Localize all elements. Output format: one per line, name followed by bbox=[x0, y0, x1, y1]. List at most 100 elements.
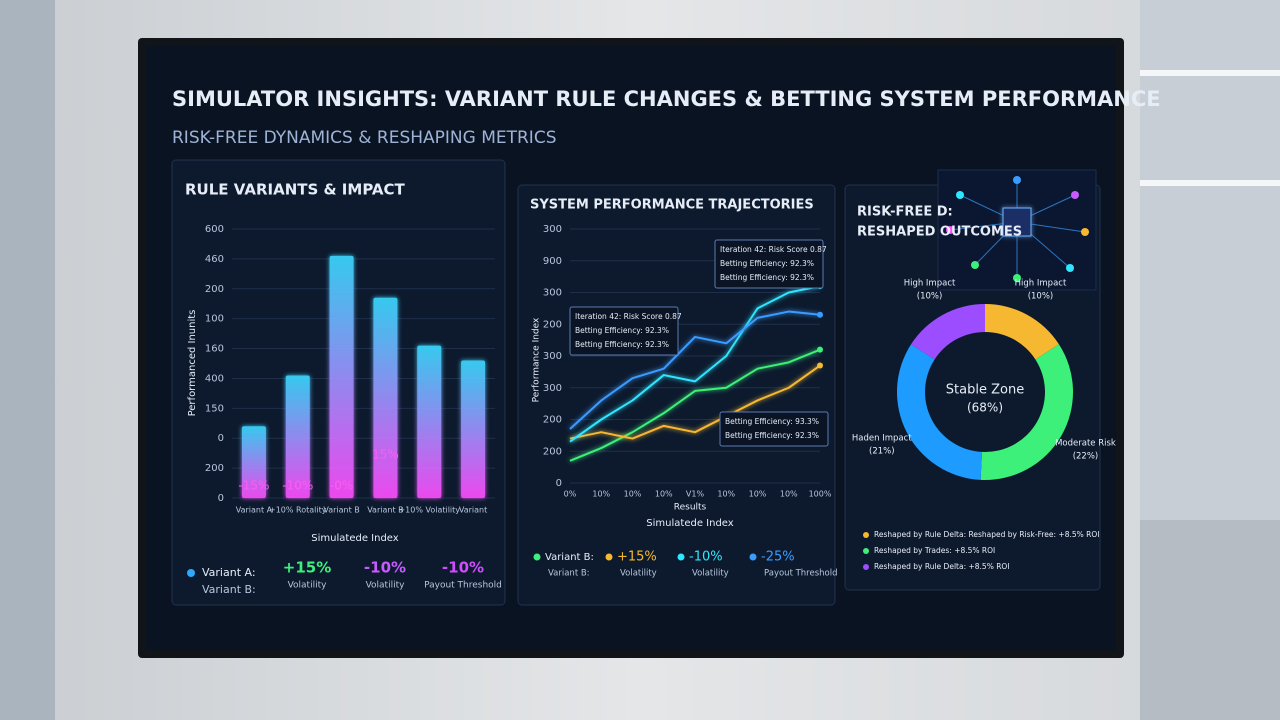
stat-value: -10% bbox=[442, 559, 484, 577]
y-tick-label: 300 bbox=[543, 288, 562, 299]
office-desk bbox=[1140, 520, 1280, 720]
x-tick-label: Variant bbox=[459, 506, 487, 515]
callout-text: Betting Efficiency: 92.3% bbox=[575, 326, 669, 335]
page-title: SIMULATOR INSIGHTS: VARIANT RULE CHANGES… bbox=[172, 87, 1161, 111]
segment-label: Moderate Risk bbox=[1055, 439, 1116, 449]
x-tick-label: 10% bbox=[717, 490, 735, 499]
series-line bbox=[569, 310, 821, 430]
segment-value-label: (10%) bbox=[1028, 292, 1054, 302]
bar bbox=[329, 255, 354, 498]
chart-title: RISK-FREE D: bbox=[857, 205, 953, 220]
x-tick-label: +10% Rotality bbox=[269, 506, 327, 515]
x-axis-label: Simulatede Index bbox=[311, 533, 398, 544]
note-text: Reshaped by Trades: +8.5% ROI bbox=[874, 546, 995, 555]
x-tick-label: 10% bbox=[624, 490, 642, 499]
x-tick-label: 100% bbox=[809, 490, 832, 499]
y-tick-label: 460 bbox=[205, 254, 224, 265]
note-dot bbox=[863, 548, 869, 554]
bar-annotation: -0% bbox=[330, 479, 353, 493]
legend-label: Variant A: bbox=[202, 566, 256, 579]
series-end bbox=[817, 346, 823, 353]
y-tick-label: 400 bbox=[205, 373, 224, 384]
legend-dot bbox=[533, 553, 541, 561]
center-subtitle: (68%) bbox=[967, 401, 1003, 415]
legend-dot bbox=[187, 569, 195, 577]
callout-box bbox=[719, 411, 829, 447]
note-text: Reshaped by Rule Delta: +8.5% ROI bbox=[874, 562, 1010, 571]
callout-text: Betting Efficiency: 92.3% bbox=[725, 431, 819, 440]
x-tick-label: 10% bbox=[592, 490, 610, 499]
legend-sublabel: Payout Threshold bbox=[764, 569, 838, 579]
bar-annotation: -10% bbox=[282, 479, 313, 493]
stat-label: Volatility bbox=[288, 581, 328, 591]
x-sublabel: Results bbox=[674, 503, 707, 513]
x-tick-label: V1% bbox=[686, 490, 705, 499]
bar-annotation: 15% bbox=[372, 448, 399, 462]
segment-label: Haden Impact bbox=[852, 433, 912, 443]
y-tick-label: 300 bbox=[543, 224, 562, 235]
bar bbox=[461, 360, 486, 498]
x-tick-label: 10% bbox=[780, 490, 798, 499]
series-end bbox=[817, 311, 823, 318]
callout-text: Iteration 42: Risk Score 0.87 bbox=[575, 312, 682, 321]
callout-box bbox=[569, 306, 679, 356]
y-tick-label: 600 bbox=[205, 224, 224, 235]
y-tick-label: 0 bbox=[556, 478, 562, 489]
series-end bbox=[817, 362, 823, 369]
segment-label: High Impact bbox=[904, 279, 956, 289]
callout-box bbox=[714, 239, 824, 289]
legend-label: Variant B: bbox=[545, 552, 594, 563]
y-tick-label: 200 bbox=[543, 319, 562, 330]
y-axis-label: Performanced Inunits bbox=[187, 310, 198, 417]
chart-title: RULE VARIANTS & IMPACT bbox=[185, 181, 406, 199]
bar bbox=[373, 297, 398, 498]
donut-segment bbox=[911, 304, 985, 360]
y-tick-label: 0 bbox=[218, 433, 224, 444]
y-tick-label: 900 bbox=[543, 256, 562, 267]
x-axis-label: Simulatede Index bbox=[646, 518, 733, 529]
center-title: Stable Zone bbox=[946, 383, 1024, 398]
y-tick-label: 200 bbox=[205, 284, 224, 295]
series-line bbox=[569, 348, 821, 462]
chart-title: SYSTEM PERFORMANCE TRAJECTORIES bbox=[530, 198, 814, 213]
legend-label: -10% bbox=[689, 550, 723, 565]
panel bbox=[517, 184, 836, 606]
chart-title: RESHAPED OUTCOMES bbox=[857, 225, 1022, 240]
x-tick-label: Variant A bbox=[236, 506, 273, 515]
x-tick-label: Variant B bbox=[367, 506, 403, 515]
callout-text: Betting Efficiency: 92.3% bbox=[720, 259, 814, 268]
y-tick-label: 200 bbox=[543, 446, 562, 457]
series-line bbox=[569, 285, 821, 443]
legend-label: -25% bbox=[761, 550, 795, 565]
y-tick-label: 100 bbox=[205, 314, 224, 325]
stat-value: +15% bbox=[283, 559, 331, 577]
callout-text: Betting Efficiency: 92.3% bbox=[575, 340, 669, 349]
x-tick-label: 10% bbox=[749, 490, 767, 499]
callout-text: Iteration 42: Risk Score 0.87 bbox=[720, 245, 827, 254]
legend-sublabel: Volatility bbox=[692, 569, 729, 579]
stat-label: Payout Threshold bbox=[424, 581, 502, 591]
callout-text: Betting Efficiency: 93.3% bbox=[725, 417, 819, 426]
y-tick-label: 150 bbox=[205, 403, 224, 414]
y-tick-label: 300 bbox=[543, 351, 562, 362]
y-tick-label: 160 bbox=[205, 344, 224, 355]
bar bbox=[241, 426, 266, 498]
stat-value: -10% bbox=[364, 559, 406, 577]
bar bbox=[417, 345, 442, 498]
callout-text: Betting Efficiency: 92.3% bbox=[720, 273, 814, 282]
segment-value-label: (22%) bbox=[1073, 452, 1099, 462]
y-tick-label: 0 bbox=[218, 493, 224, 504]
legend-label: Variant B: bbox=[202, 583, 256, 596]
x-tick-label: 10% bbox=[655, 490, 673, 499]
chip-illustration bbox=[937, 169, 1097, 291]
page-subtitle: RISK-FREE DYNAMICS & RESHAPING METRICS bbox=[172, 128, 556, 148]
x-tick-label: 0% bbox=[564, 490, 577, 499]
y-tick-label: 300 bbox=[543, 383, 562, 394]
charts: RULE VARIANTS & IMPACT Performanced Inuni… bbox=[185, 181, 1116, 597]
note-text: Reshaped by Rule Delta: Reshaped by Risk… bbox=[874, 530, 1099, 539]
x-tick-label: Variant B bbox=[323, 506, 359, 515]
legend-sublabel: Volatility bbox=[620, 569, 657, 579]
segment-value-label: (10%) bbox=[917, 292, 943, 302]
y-tick-label: 200 bbox=[205, 463, 224, 474]
series-line bbox=[569, 364, 821, 440]
